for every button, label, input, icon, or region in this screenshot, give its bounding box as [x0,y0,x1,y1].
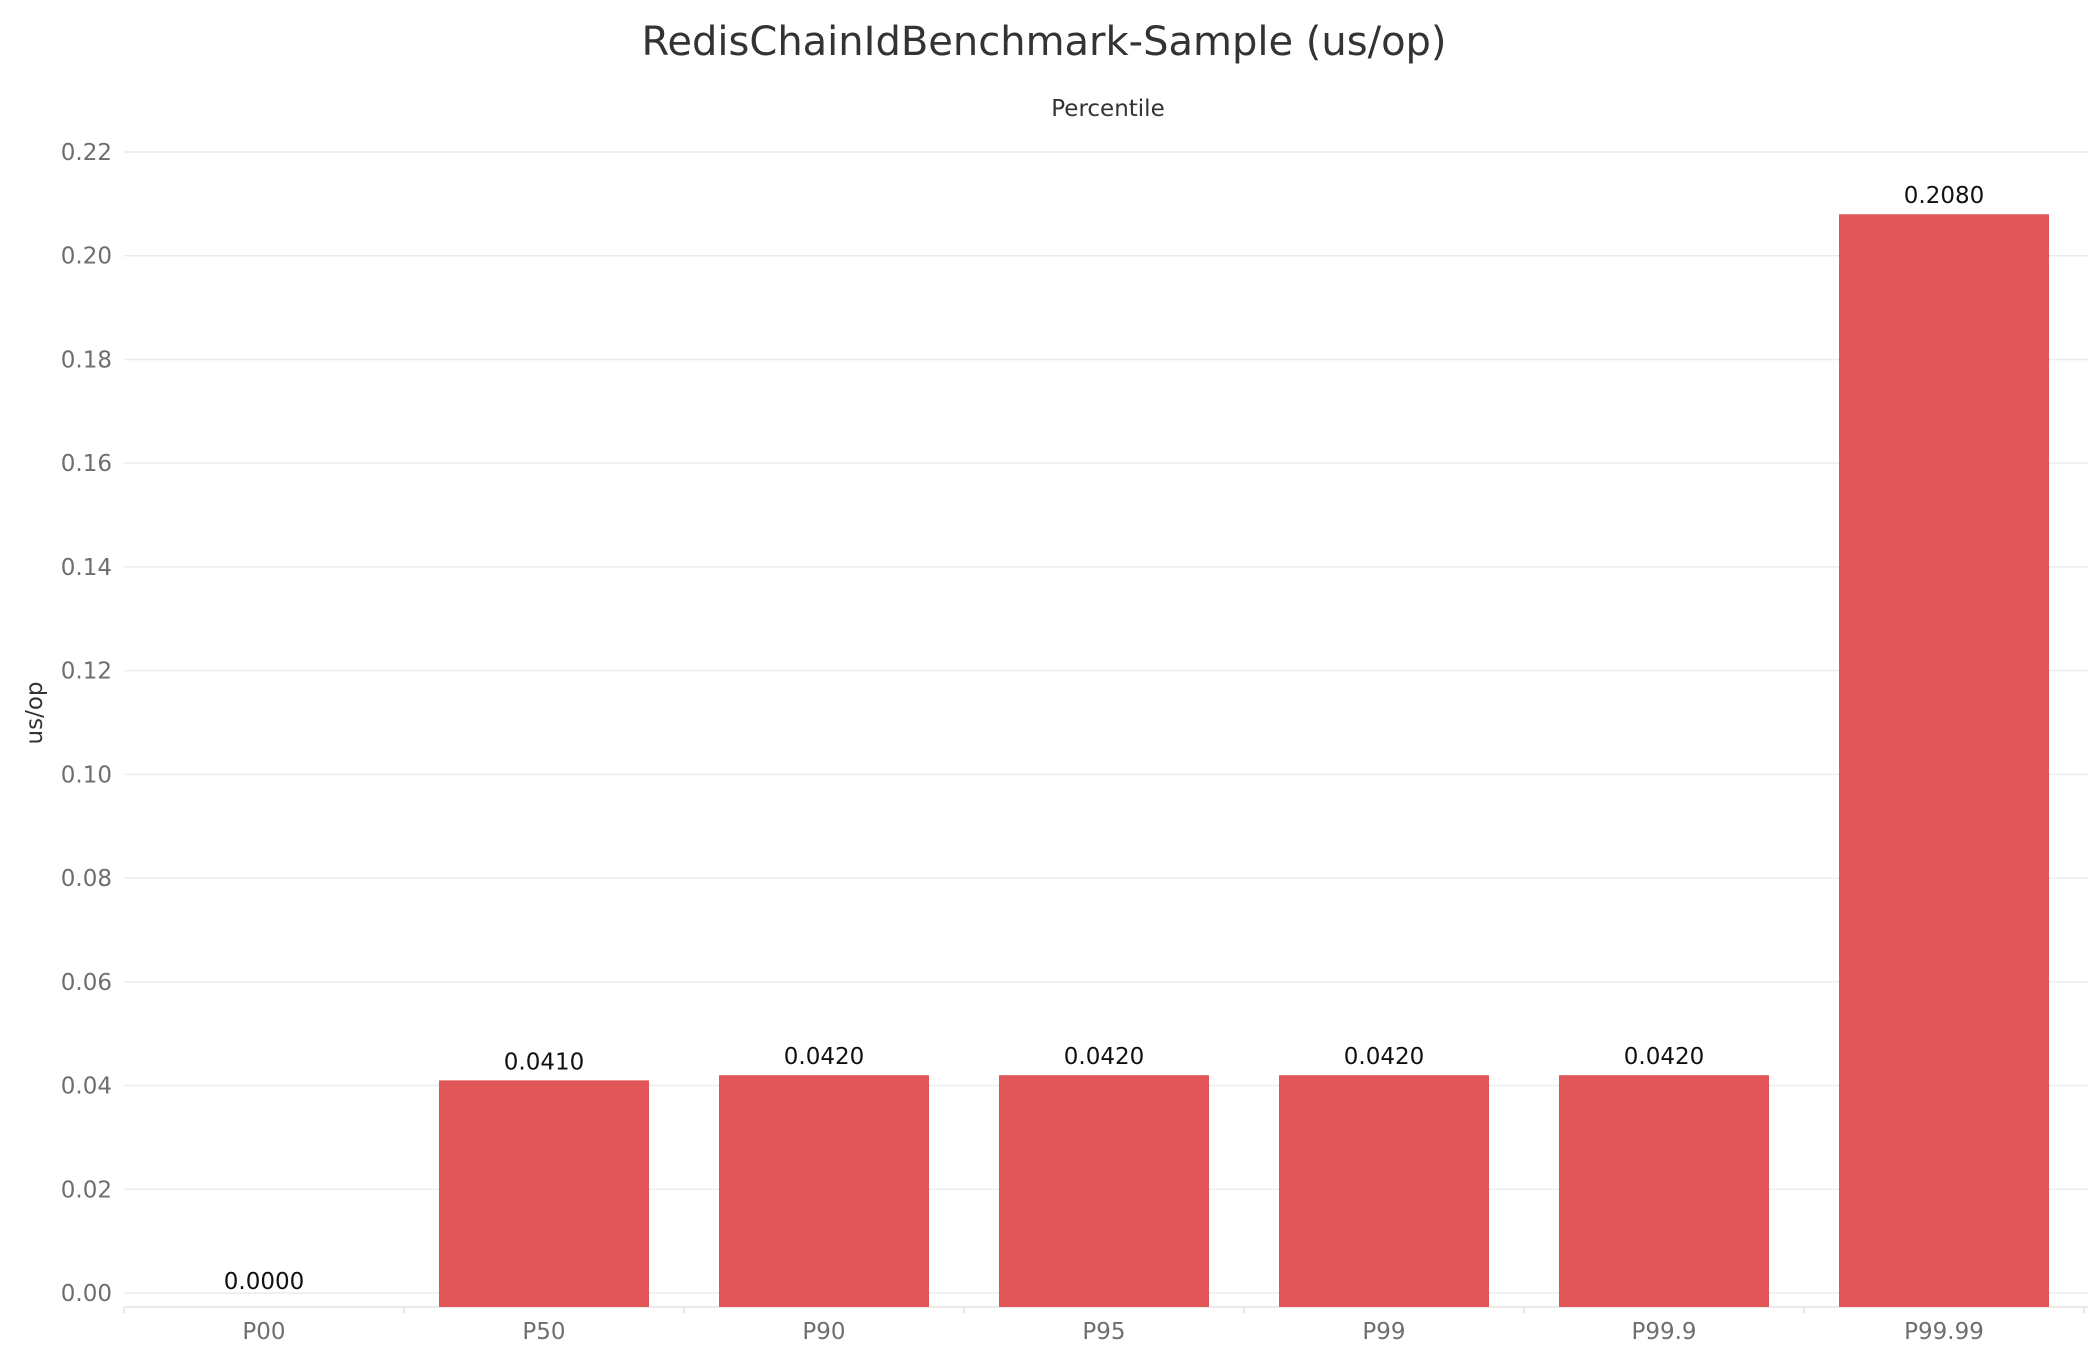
bar-p99-99 [1839,214,2049,1308]
x-tick-label: P90 [802,1319,845,1345]
y-tick-label: 0.16 [61,451,112,477]
y-tick-label: 0.12 [61,659,112,685]
x-tick-label: P99 [1362,1319,1405,1345]
bar-p95 [999,1075,1209,1307]
data-label: 0.0420 [784,1044,864,1070]
bars [439,214,2049,1308]
bar-p50 [439,1080,649,1307]
bar-p99-9 [1559,1075,1769,1307]
y-tick-label: 0.08 [61,866,112,892]
y-tick-label: 0.10 [61,762,112,788]
data-label: 0.0410 [504,1049,584,1075]
x-tick-label: P99.99 [1904,1319,1984,1345]
x-tick-label: P99.9 [1631,1319,1696,1345]
y-tick-label: 0.02 [61,1177,112,1203]
bar-p90 [719,1075,929,1307]
y-tick-label: 0.22 [61,140,112,166]
x-tick-label: P95 [1082,1319,1125,1345]
data-label: 0.2080 [1904,183,1984,209]
x-tick-label: P50 [522,1319,565,1345]
y-axis-ticks: 0.00 0.02 0.04 0.06 0.08 0.10 0.12 0.14 0.16 0.18… [61,140,112,1307]
y-tick-label: 0.04 [61,1074,112,1100]
y-tick-label: 0.14 [61,555,112,581]
data-label: 0.0420 [1624,1044,1704,1070]
y-tick-label: 0.06 [61,970,112,996]
y-tick-label: 0.20 [61,244,112,270]
data-labels: 0.0000 0.0410 0.0420 0.0420 0.0420 0.0420 0.20… [224,183,1984,1295]
data-label: 0.0420 [1344,1044,1424,1070]
x-tick-label: P00 [242,1319,285,1345]
chart-title: RedisChainIdBenchmark-Sample (us/op) [641,19,1446,65]
bar-p99 [1279,1075,1489,1307]
x-axis-header: Percentile [1051,96,1164,122]
y-tick-label: 0.18 [61,347,112,373]
data-label: 0.0000 [224,1269,304,1295]
y-axis-label: us/op [22,682,48,745]
y-tick-label: 0.00 [61,1281,112,1307]
x-axis-ticks: P00 P50 P90 P95 P99 P99.9 P99.99 [242,1319,1983,1345]
data-label: 0.0420 [1064,1044,1144,1070]
